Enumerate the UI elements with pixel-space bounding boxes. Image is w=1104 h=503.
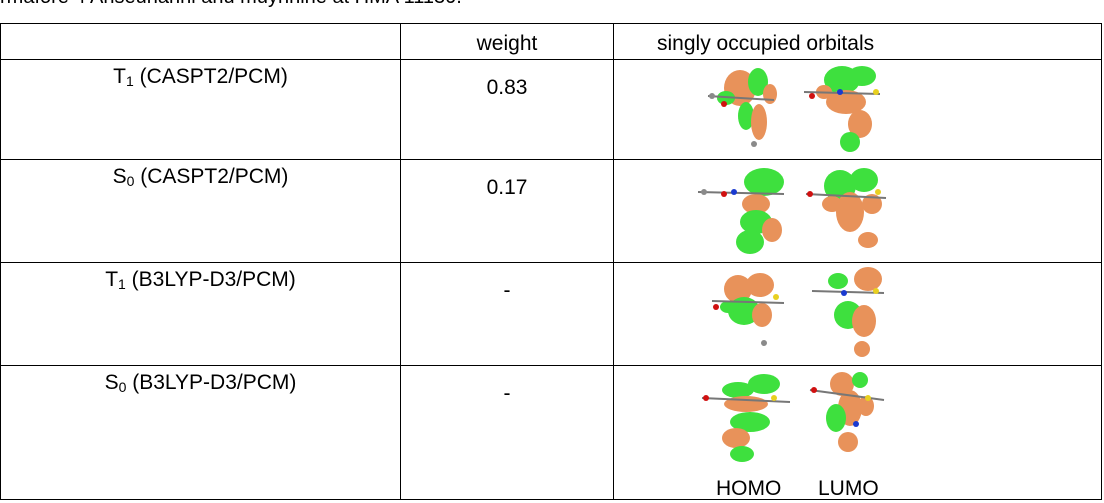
state-cell: T1 (B3LYP-D3/PCM) bbox=[0, 262, 401, 366]
homo-orbital-image bbox=[711, 273, 785, 346]
homo-orbital-image bbox=[697, 168, 785, 254]
homo-orbital-image bbox=[707, 68, 777, 147]
state-cell: S0 (CASPT2/PCM) bbox=[0, 159, 401, 263]
header-weight: weight bbox=[400, 23, 614, 60]
homo-label: HOMO bbox=[716, 477, 782, 500]
weight-cell: 0.17 bbox=[400, 159, 614, 263]
orbitals-cell: HOMO LUMO bbox=[613, 365, 1102, 500]
lumo-orbital-image bbox=[809, 372, 885, 452]
lumo-orbital-image bbox=[803, 66, 881, 152]
orbitals-cell bbox=[613, 262, 1102, 366]
table-row: S0 (CASPT2/PCM) 0.17 bbox=[0, 159, 1102, 263]
orbitals-cell bbox=[613, 59, 1102, 160]
homo-orbital-image bbox=[701, 374, 791, 462]
table-row: T1 (CASPT2/PCM) 0.83 bbox=[0, 59, 1102, 160]
header-state bbox=[0, 23, 401, 60]
lumo-orbital-image bbox=[811, 267, 885, 357]
header-orbitals: singly occupied orbitals bbox=[613, 23, 1102, 60]
weight-cell: - bbox=[400, 365, 614, 500]
orbitals-cell bbox=[613, 159, 1102, 263]
table-row: S0 (B3LYP-D3/PCM) - HOMO bbox=[0, 365, 1102, 500]
table-row: T1 (B3LYP-D3/PCM) - bbox=[0, 262, 1102, 366]
lumo-orbital-image bbox=[805, 168, 887, 248]
orbital-table: weight singly occupied orbitals T1 (CASP… bbox=[0, 23, 1102, 500]
weight-cell: 0.83 bbox=[400, 59, 614, 160]
lumo-label: LUMO bbox=[818, 477, 879, 500]
table-header-row: weight singly occupied orbitals bbox=[0, 23, 1102, 60]
state-cell: S0 (B3LYP-D3/PCM) bbox=[0, 365, 401, 500]
state-cell: T1 (CASPT2/PCM) bbox=[0, 59, 401, 160]
weight-cell: - bbox=[400, 262, 614, 366]
table-caption: rmafore 4 Anseunanni anu muynnine at HMA… bbox=[0, 0, 462, 9]
